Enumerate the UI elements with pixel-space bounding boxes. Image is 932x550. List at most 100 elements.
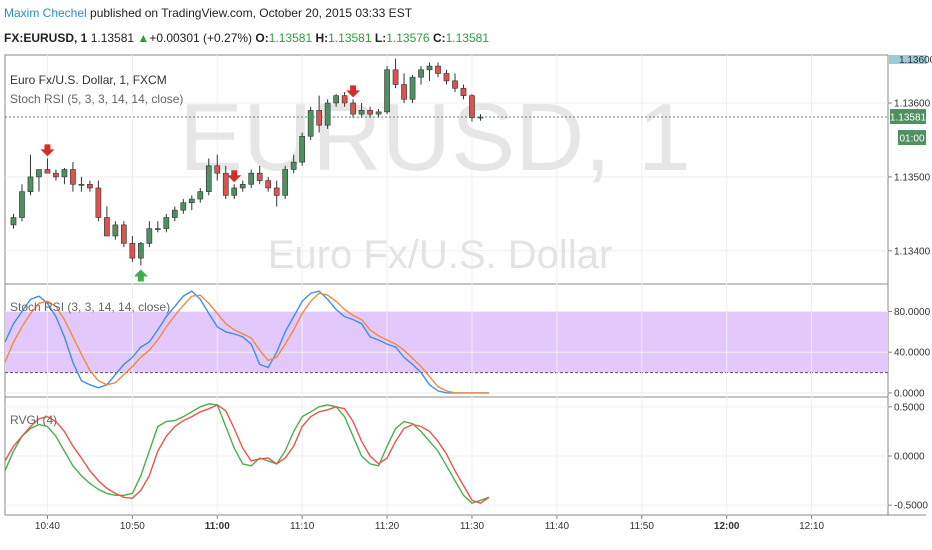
- candle-body: [401, 84, 407, 100]
- rvgi-signal-line: [4, 404, 490, 504]
- stoch-k-line: [4, 290, 489, 394]
- last-price-tag: [890, 109, 926, 125]
- candle-body: [435, 65, 441, 74]
- candle-body: [10, 217, 17, 226]
- candle-body: [282, 169, 289, 196]
- sell-arrow-icon: [227, 170, 242, 183]
- candle-body: [460, 87, 467, 96]
- candle-body: [418, 69, 424, 78]
- candle-body: [452, 80, 458, 89]
- y-tick-label: 0.0000: [894, 388, 925, 399]
- candle-body: [324, 102, 331, 126]
- signal-markers: [40, 85, 361, 282]
- candle-body: [231, 187, 238, 196]
- x-tick-label: 11:30: [460, 521, 485, 532]
- candle-body: [256, 172, 263, 181]
- candle-body: [443, 73, 450, 82]
- candle-body: [341, 95, 348, 104]
- candle-body: [375, 111, 382, 115]
- low-label: L:: [374, 31, 387, 45]
- candle-body: [197, 191, 204, 200]
- y-tick-label: 0.5000: [894, 402, 925, 413]
- gridlines: [5, 55, 888, 515]
- x-tick-label: 10:50: [120, 521, 145, 532]
- candle-body: [307, 110, 314, 137]
- y-tick-label: 1.13400: [894, 246, 931, 257]
- candle-body: [222, 172, 229, 196]
- candle-body: [248, 172, 255, 185]
- candle-body: [70, 169, 76, 185]
- x-tick-label: 11:50: [630, 521, 655, 532]
- open-value: 1.13581: [268, 31, 313, 45]
- sell-arrow-icon: [40, 144, 55, 157]
- high-value: 1.13581: [328, 31, 372, 45]
- candle-body: [95, 187, 102, 218]
- sell-arrow-icon: [346, 85, 361, 98]
- open-label: O:: [255, 31, 269, 45]
- rvgi-line: [4, 403, 490, 504]
- candle-body: [171, 209, 178, 218]
- stoch-band: [5, 311, 888, 373]
- price-change: +0.00301 (+0.27%): [149, 31, 253, 45]
- candle-body: [205, 165, 212, 192]
- candle-body: [333, 95, 339, 104]
- candle-body: [273, 187, 280, 196]
- candle-body: [19, 191, 25, 218]
- main-legend-title: Euro Fx/U.S. Dollar, 1, FXCM: [10, 73, 167, 87]
- y-tick-label: 80.0000: [894, 307, 931, 318]
- candle-body: [112, 224, 119, 237]
- candle-body: [87, 183, 93, 189]
- stoch-rsi-lines: [4, 290, 489, 394]
- candle-body: [137, 243, 144, 259]
- y-tick-label: 0.0000: [894, 452, 925, 463]
- stoch-legend: Stoch RSI (3, 3, 14, 14, close): [10, 300, 170, 314]
- candle-body: [163, 217, 170, 229]
- last-price-tag-label: 1.13581: [890, 113, 927, 124]
- candle-body: [350, 102, 356, 115]
- y-tick-label: 1.13500: [894, 172, 931, 183]
- low-value: 1.13576: [386, 31, 430, 45]
- top-price-tag-label: 1.13600: [899, 55, 932, 66]
- candle-body: [299, 135, 306, 163]
- candle-body: [265, 180, 272, 189]
- rvgi-lines: [4, 403, 490, 504]
- symbol-name[interactable]: FX:EURUSD, 1: [4, 31, 88, 45]
- candle-body: [316, 110, 322, 126]
- last-price: 1.13581: [90, 31, 135, 45]
- time-axis-labels: 10:40 10:50 11:00 11:10 11:20 11:30 11:40 11:50…: [35, 515, 825, 532]
- stoch-d-line: [4, 292, 489, 394]
- y-tick-label: 1.13600: [894, 99, 931, 110]
- watermark-description: Euro Fx/U.S. Dollar: [268, 233, 613, 277]
- candle-body: [239, 183, 246, 189]
- publish-info: published on TradingView.com, October 20…: [86, 6, 413, 20]
- candle-body: [104, 217, 110, 237]
- x-tick-label: 12:10: [799, 521, 824, 532]
- up-arrow-icon: ▲: [137, 31, 150, 45]
- candle-body: [44, 169, 51, 174]
- x-tick-label: 11:00: [205, 521, 230, 532]
- candle-body: [180, 202, 187, 211]
- candle-body: [290, 161, 297, 170]
- candle-body: [36, 169, 42, 178]
- x-tick-label: 11:10: [290, 521, 315, 532]
- candles: [10, 58, 484, 266]
- author-link[interactable]: Maxim Chechel: [4, 6, 87, 20]
- candle-body: [409, 76, 416, 100]
- candle-body: [146, 228, 153, 244]
- candle-body: [426, 65, 433, 71]
- symbol-bar: FX:EURUSD, 1 1.13581 ▲+0.00301 (+0.27%) …: [4, 31, 489, 45]
- candle-body: [78, 183, 85, 186]
- buy-arrow-icon: [133, 269, 148, 282]
- y-tick-label: 40.0000: [894, 348, 931, 359]
- price-axis-labels: 1.13600 1.13500 1.13400 80.0000 40.0000 0.000…: [888, 99, 931, 512]
- x-tick-label: 11:40: [545, 521, 570, 532]
- top-price-tag: [889, 55, 927, 64]
- close-value: 1.13581: [445, 31, 490, 45]
- x-tick-label: 11:20: [375, 521, 400, 532]
- candle-body: [384, 69, 390, 113]
- x-tick-label: 10:40: [35, 521, 60, 532]
- candle-body: [214, 165, 221, 174]
- candle-body: [154, 228, 161, 230]
- main-legend-study: Stoch RSI (5, 3, 3, 14, 14, close): [10, 92, 183, 106]
